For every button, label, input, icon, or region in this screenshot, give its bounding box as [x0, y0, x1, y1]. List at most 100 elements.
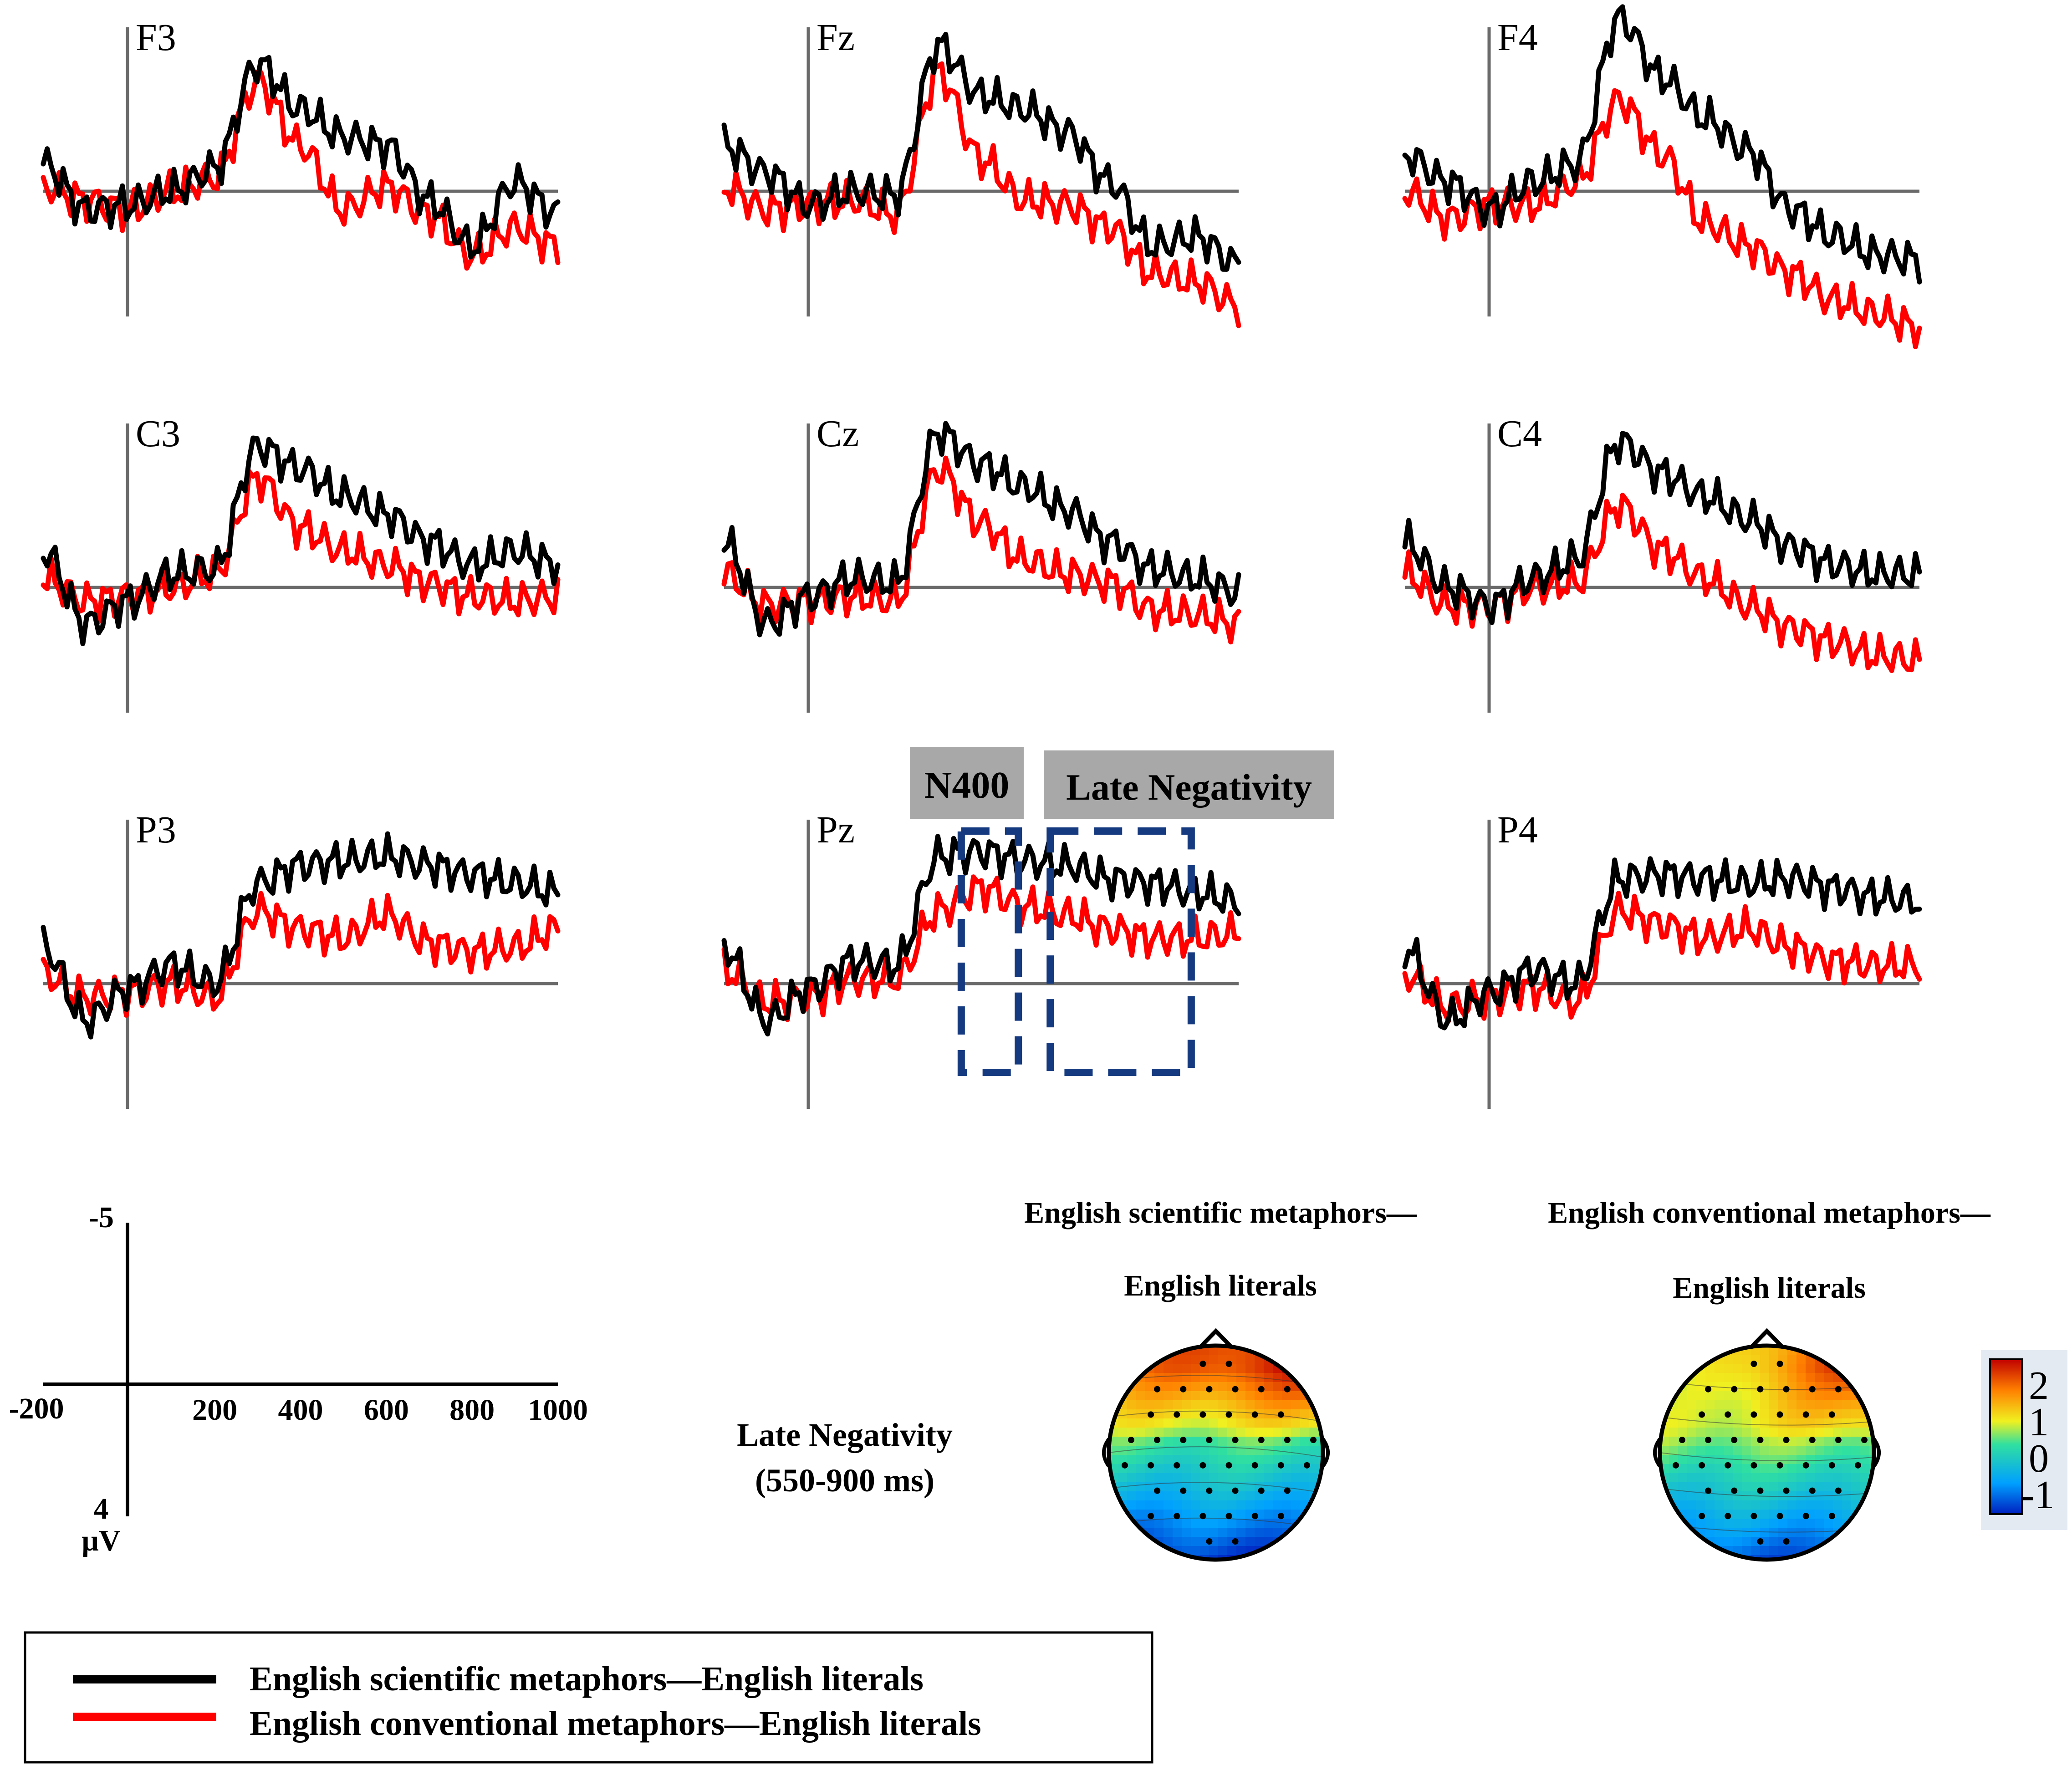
late-negativity-label: Late Negativity	[1066, 766, 1312, 808]
electrode-dot	[1258, 1437, 1265, 1444]
electrode-dot	[1206, 1538, 1213, 1545]
electrode-dot	[1225, 1361, 1232, 1367]
erp-trace	[1402, 88, 1922, 349]
electrode-dot	[1258, 1487, 1265, 1494]
topo-title-2a: English conventional metaphors—	[1548, 1196, 1991, 1229]
scale-left-label: -200	[9, 1392, 64, 1425]
electrode-dot	[1251, 1513, 1258, 1520]
electrode-dot	[1225, 1411, 1232, 1418]
erp-panel-p4: P4	[1402, 809, 1922, 1109]
electrode-dot	[1750, 1513, 1757, 1520]
erp-panel-f4: F4	[1402, 4, 1922, 349]
electrode-dot	[1783, 1437, 1790, 1444]
head-outline	[1107, 1343, 1325, 1562]
electrode-dot	[1725, 1411, 1731, 1418]
electrode-dot	[1828, 1462, 1835, 1469]
channel-label: Cz	[817, 413, 859, 455]
erp-trace	[721, 874, 1241, 1022]
erp-panel-f3: F3	[41, 16, 561, 316]
electrode-dot	[1174, 1513, 1180, 1520]
erp-trace	[1402, 856, 1922, 1030]
scale-x-tick: 200	[192, 1393, 237, 1427]
head-outline	[1658, 1343, 1876, 1562]
electrode-dot	[1750, 1361, 1757, 1367]
electrode-dot	[1679, 1437, 1685, 1444]
left-ear-icon	[1102, 1438, 1111, 1468]
electrode-dot	[1757, 1386, 1764, 1393]
electrode-dot	[1725, 1513, 1731, 1520]
channel-label: Fz	[817, 16, 855, 59]
electrode-dot	[1699, 1411, 1705, 1418]
electrode-dot	[1251, 1462, 1258, 1469]
electrode-dot	[1225, 1513, 1232, 1520]
channel-label: P3	[136, 809, 176, 851]
legend-box	[24, 1631, 1153, 1764]
electrode-dot	[1232, 1487, 1239, 1494]
electrode-dot	[1757, 1487, 1764, 1494]
topo-title-1b: English literals	[1124, 1269, 1317, 1302]
electrode-dot	[1750, 1462, 1757, 1469]
electrode-dot	[1802, 1513, 1809, 1520]
electrode-dot	[1180, 1437, 1187, 1444]
electrode-dot	[1809, 1437, 1816, 1444]
right-ear-icon	[1872, 1438, 1881, 1468]
electrode-dot	[1232, 1386, 1239, 1393]
electrode-dot	[1783, 1538, 1790, 1545]
legend-label-red: English conventional metaphors—English l…	[250, 1704, 981, 1743]
electrode-dot	[1148, 1462, 1154, 1469]
electrode-dot	[1310, 1437, 1317, 1444]
channel-label: C4	[1497, 413, 1542, 455]
electrode-dot	[1251, 1411, 1258, 1418]
electrode-dot	[1776, 1411, 1783, 1418]
scale-bottom-label: 4	[94, 1492, 109, 1525]
scale-x-tick: 800	[449, 1393, 495, 1427]
scale-x-tick: 400	[278, 1393, 323, 1427]
colorbar-tick-1: 1	[2029, 1400, 2049, 1444]
scale-x-tick: 600	[364, 1393, 409, 1427]
erp-panel-cz: Cz	[721, 413, 1241, 713]
electrode-dot	[1232, 1538, 1239, 1545]
topo-map-1	[1102, 1328, 1330, 1562]
electrode-dot	[1673, 1462, 1679, 1469]
electrode-dot	[1699, 1462, 1705, 1469]
topo-title-2b: English literals	[1673, 1271, 1866, 1305]
erp-panel-fz: Fz	[721, 16, 1241, 328]
topo-row-label-1: Late Negativity	[737, 1417, 953, 1453]
electrode-dot	[1180, 1487, 1187, 1494]
colorbar-gradient	[1989, 1358, 2023, 1515]
analysis-window-n400	[957, 827, 1022, 1076]
electrode-dot	[1835, 1386, 1842, 1393]
erp-trace	[721, 421, 1241, 638]
topo-row-label-2: (550-900 ms)	[755, 1462, 934, 1499]
electrode-dot	[1154, 1487, 1161, 1494]
erp-trace	[721, 61, 1241, 328]
erp-trace	[721, 834, 1241, 1037]
electrode-dot	[1277, 1513, 1284, 1520]
erp-panel-p3: P3	[41, 809, 561, 1109]
nose-icon	[1749, 1328, 1785, 1349]
electrode-dot	[1199, 1361, 1206, 1367]
electrode-dot	[1180, 1386, 1187, 1393]
electrode-dot	[1122, 1462, 1128, 1469]
electrode-dot	[1725, 1462, 1731, 1469]
electrode-dot	[1705, 1487, 1712, 1494]
topo-map-2	[1653, 1328, 1881, 1562]
colorbar-tick-2: 2	[2029, 1364, 2049, 1408]
channel-label: C3	[136, 413, 180, 455]
electrode-dot	[1783, 1386, 1790, 1393]
electrode-dot	[1855, 1462, 1861, 1469]
electrode-dot	[1154, 1437, 1161, 1444]
electrode-dot	[1148, 1513, 1154, 1520]
erp-trace	[1402, 431, 1922, 625]
n400-label: N400	[924, 764, 1010, 806]
electrode-dot	[1731, 1437, 1738, 1444]
topo-title-1a: English scientific metaphors—	[1024, 1196, 1417, 1229]
electrode-dot	[1284, 1487, 1291, 1494]
electrode-dot	[1757, 1437, 1764, 1444]
erp-trace	[1402, 492, 1922, 673]
right-ear-icon	[1321, 1438, 1330, 1468]
electrode-dot	[1154, 1386, 1161, 1393]
erp-trace	[41, 435, 561, 646]
scale-top-label: -5	[89, 1201, 114, 1234]
electrode-dot	[1802, 1411, 1809, 1418]
